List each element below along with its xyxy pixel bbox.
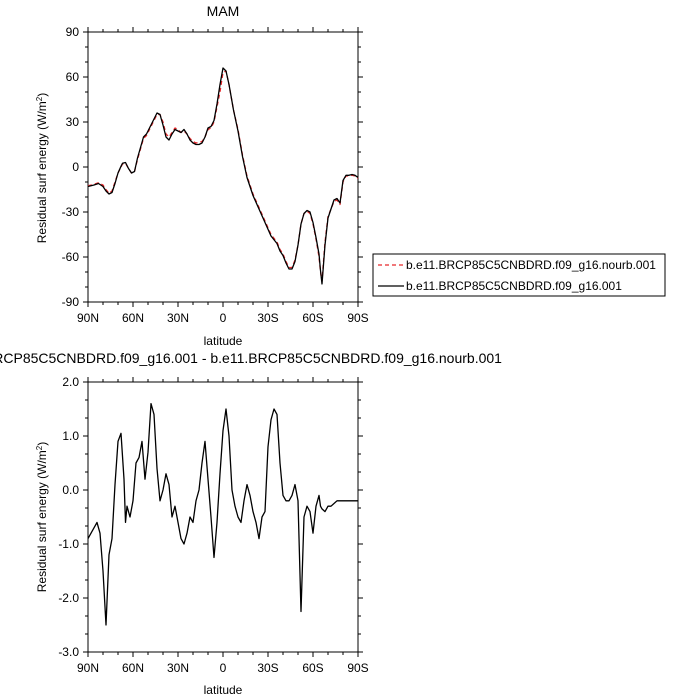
top-y-tick-label: 60 <box>66 70 80 84</box>
top-y-axis-title: Residual surf energy (W/m2) <box>35 93 50 244</box>
bottom-x-tick-label: 60S <box>302 661 323 675</box>
bottom-y-tick-label: -2.0 <box>58 591 79 605</box>
top-x-tick-label: 60S <box>302 311 323 325</box>
top-plot-title: MAM <box>207 3 240 19</box>
top-y-tick-label: 0 <box>72 160 79 174</box>
bottom-x-tick-label: 60N <box>122 661 144 675</box>
legend-label-001: b.e11.BRCP85C5CNBDRD.f09_g16.001 <box>406 279 622 293</box>
top-plot-frame <box>87 31 359 303</box>
bottom-y-axis-title: Residual surf energy (W/m2) <box>35 442 50 593</box>
top-y-axis-title-sup: 2 <box>35 96 44 101</box>
top-y-tick-label: -60 <box>62 250 80 264</box>
top-y-axis-title-end: ) <box>35 93 49 97</box>
bottom-x-axis-title: latitude <box>204 683 243 697</box>
top-y-tick-label: 30 <box>66 115 80 129</box>
top-x-tick-label: 90S <box>347 311 368 325</box>
top-y-tick-label: -90 <box>62 295 80 309</box>
top-x-tick-label: 90N <box>77 311 99 325</box>
bottom-y-axis-title-main: Residual surf energy (W/m <box>35 450 49 592</box>
bottom-x-tick-label: 90S <box>347 661 368 675</box>
top-y-axis-title-main: Residual surf energy (W/m <box>35 101 49 243</box>
top-x-axis-title: latitude <box>204 334 243 348</box>
legend: b.e11.BRCP85C5CNBDRD.f09_g16.nourb.001 b… <box>372 253 666 297</box>
bottom-plot-title: b.e11.BRCP85C5CNBDRD.f09_g16.001 - b.e11… <box>0 350 502 366</box>
top-x-tick-label: 30N <box>167 311 189 325</box>
bottom-x-tick-label: 90N <box>77 661 99 675</box>
top-x-tick-label: 30S <box>257 311 278 325</box>
bottom-y-tick-label: 1.0 <box>62 429 79 443</box>
bottom-x-tick-label: 30S <box>257 661 278 675</box>
bottom-x-tick-label: 0 <box>220 661 227 675</box>
legend-label-nourb: b.e11.BRCP85C5CNBDRD.f09_g16.nourb.001 <box>406 258 656 272</box>
bottom-y-tick-label: -1.0 <box>58 537 79 551</box>
bottom-x-tick-label: 30N <box>167 661 189 675</box>
bottom-plot-frame <box>87 381 359 653</box>
bottom-y-tick-label: -3.0 <box>58 645 79 659</box>
bottom-y-tick-label: 2.0 <box>62 375 79 389</box>
bottom-y-axis-title-sup: 2 <box>35 445 44 450</box>
bottom-line-chart: 90N 60N 30N 0 30S 60S 90S 2.0 1.0 0.0 -1.0 -2.0 -3.0 <box>58 375 368 675</box>
top-x-tick-label: 0 <box>220 311 227 325</box>
top-line-chart: 90N 60N 30N 0 30S 60S 90S 90 60 30 0 -30 -60 -90 <box>62 25 369 325</box>
bottom-y-tick-label: 0.0 <box>62 483 79 497</box>
top-x-tick-label: 60N <box>122 311 144 325</box>
top-y-tick-label: -30 <box>62 205 80 219</box>
legend-box <box>372 253 666 297</box>
top-series-line-1 <box>87 67 359 285</box>
bottom-series-line-0 <box>87 402 358 626</box>
top-y-tick-label: 90 <box>66 25 80 39</box>
bottom-y-axis-title-end: ) <box>35 442 49 446</box>
top-series-line-0 <box>87 70 359 282</box>
